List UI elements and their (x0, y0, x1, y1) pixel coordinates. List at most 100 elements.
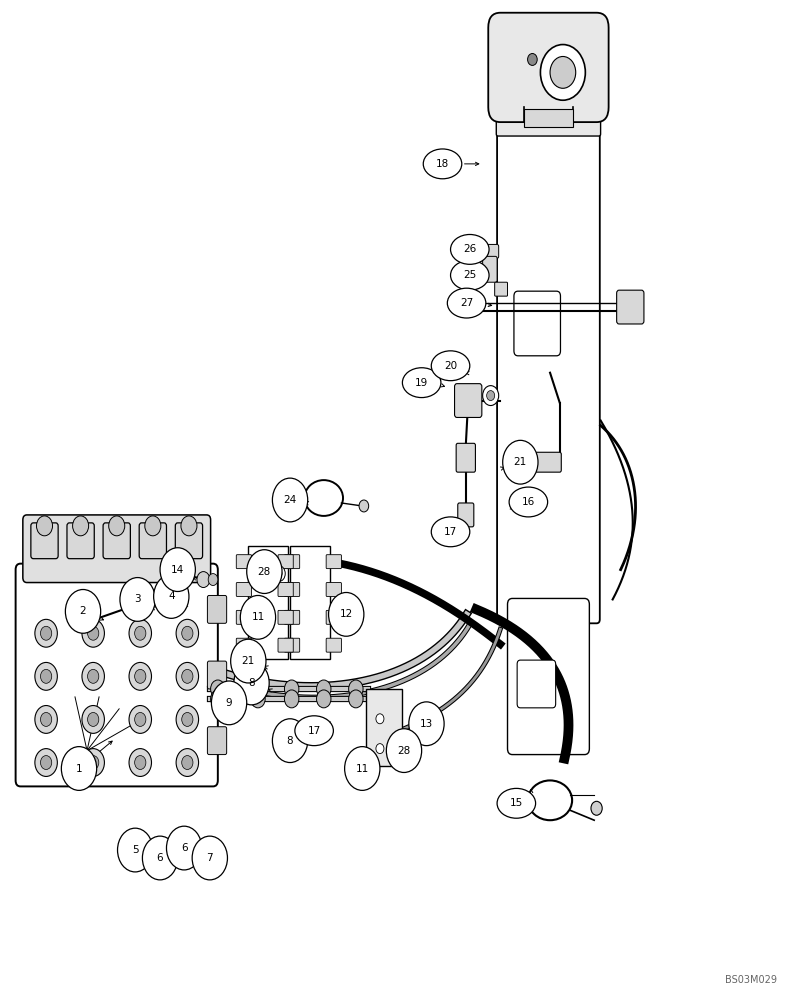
FancyBboxPatch shape (284, 583, 300, 596)
Circle shape (135, 626, 146, 640)
Circle shape (550, 56, 576, 88)
Circle shape (117, 828, 153, 872)
Circle shape (211, 690, 225, 708)
Circle shape (173, 591, 183, 603)
Circle shape (40, 756, 52, 769)
Ellipse shape (431, 351, 469, 381)
FancyBboxPatch shape (496, 114, 600, 136)
FancyBboxPatch shape (514, 291, 561, 356)
Circle shape (212, 681, 246, 725)
FancyBboxPatch shape (366, 689, 402, 766)
Circle shape (192, 836, 228, 880)
Circle shape (142, 836, 178, 880)
Circle shape (272, 719, 308, 763)
FancyBboxPatch shape (536, 452, 562, 472)
Text: 11: 11 (251, 612, 264, 622)
FancyBboxPatch shape (482, 244, 499, 258)
Circle shape (250, 680, 265, 698)
Circle shape (73, 516, 89, 536)
Text: 28: 28 (258, 567, 271, 577)
Circle shape (359, 500, 368, 512)
Circle shape (317, 680, 331, 698)
Text: 26: 26 (463, 244, 477, 254)
Circle shape (272, 478, 308, 522)
Circle shape (541, 45, 585, 100)
Circle shape (182, 669, 193, 683)
Text: 8: 8 (248, 678, 255, 688)
Circle shape (345, 747, 380, 790)
Circle shape (317, 690, 331, 708)
Circle shape (197, 572, 210, 588)
Circle shape (407, 739, 420, 755)
Circle shape (129, 662, 151, 690)
Circle shape (229, 680, 244, 698)
Circle shape (35, 706, 57, 733)
Circle shape (486, 391, 494, 401)
Text: 6: 6 (181, 843, 187, 853)
Circle shape (276, 570, 282, 578)
FancyBboxPatch shape (31, 523, 58, 559)
FancyBboxPatch shape (457, 443, 475, 472)
Text: 14: 14 (171, 565, 184, 575)
Text: BS03M029: BS03M029 (725, 975, 777, 985)
Text: 15: 15 (510, 798, 523, 808)
FancyBboxPatch shape (524, 109, 573, 127)
FancyBboxPatch shape (617, 290, 644, 324)
FancyBboxPatch shape (175, 523, 203, 559)
Text: 25: 25 (463, 270, 477, 280)
Circle shape (87, 756, 99, 769)
FancyBboxPatch shape (208, 727, 227, 755)
FancyBboxPatch shape (326, 583, 342, 596)
Circle shape (376, 714, 384, 724)
FancyBboxPatch shape (208, 595, 227, 623)
Circle shape (167, 848, 177, 860)
Circle shape (194, 847, 204, 859)
Circle shape (376, 744, 384, 754)
FancyBboxPatch shape (326, 610, 342, 624)
Text: 21: 21 (242, 656, 255, 666)
Circle shape (176, 706, 199, 733)
FancyBboxPatch shape (507, 598, 589, 755)
FancyBboxPatch shape (494, 282, 507, 296)
FancyBboxPatch shape (482, 256, 497, 282)
Circle shape (129, 749, 151, 776)
Circle shape (82, 749, 104, 776)
FancyBboxPatch shape (326, 555, 342, 569)
FancyBboxPatch shape (458, 503, 473, 527)
Text: 8: 8 (287, 736, 293, 746)
Circle shape (329, 592, 364, 636)
Text: 5: 5 (132, 845, 138, 855)
FancyBboxPatch shape (248, 546, 288, 659)
Text: 9: 9 (225, 698, 233, 708)
Text: 16: 16 (522, 497, 535, 507)
FancyBboxPatch shape (284, 610, 300, 624)
Ellipse shape (295, 716, 334, 746)
FancyBboxPatch shape (139, 523, 166, 559)
Circle shape (230, 639, 266, 683)
Ellipse shape (451, 234, 489, 264)
Text: 13: 13 (420, 719, 433, 729)
FancyBboxPatch shape (15, 564, 218, 786)
Circle shape (410, 743, 417, 751)
Ellipse shape (402, 368, 441, 398)
Circle shape (211, 680, 225, 698)
Circle shape (284, 680, 299, 698)
Text: 6: 6 (157, 853, 163, 863)
Circle shape (246, 550, 282, 593)
Circle shape (158, 591, 168, 603)
Circle shape (35, 749, 57, 776)
Text: 19: 19 (415, 378, 428, 388)
FancyBboxPatch shape (488, 13, 608, 122)
Circle shape (82, 662, 104, 690)
Circle shape (348, 690, 363, 708)
Ellipse shape (497, 788, 536, 818)
Circle shape (120, 578, 155, 621)
FancyBboxPatch shape (236, 638, 251, 652)
Circle shape (87, 626, 99, 640)
Circle shape (36, 516, 53, 536)
Circle shape (503, 440, 538, 484)
Text: 21: 21 (514, 457, 527, 467)
Circle shape (35, 619, 57, 647)
Ellipse shape (423, 149, 462, 179)
Circle shape (40, 712, 52, 726)
